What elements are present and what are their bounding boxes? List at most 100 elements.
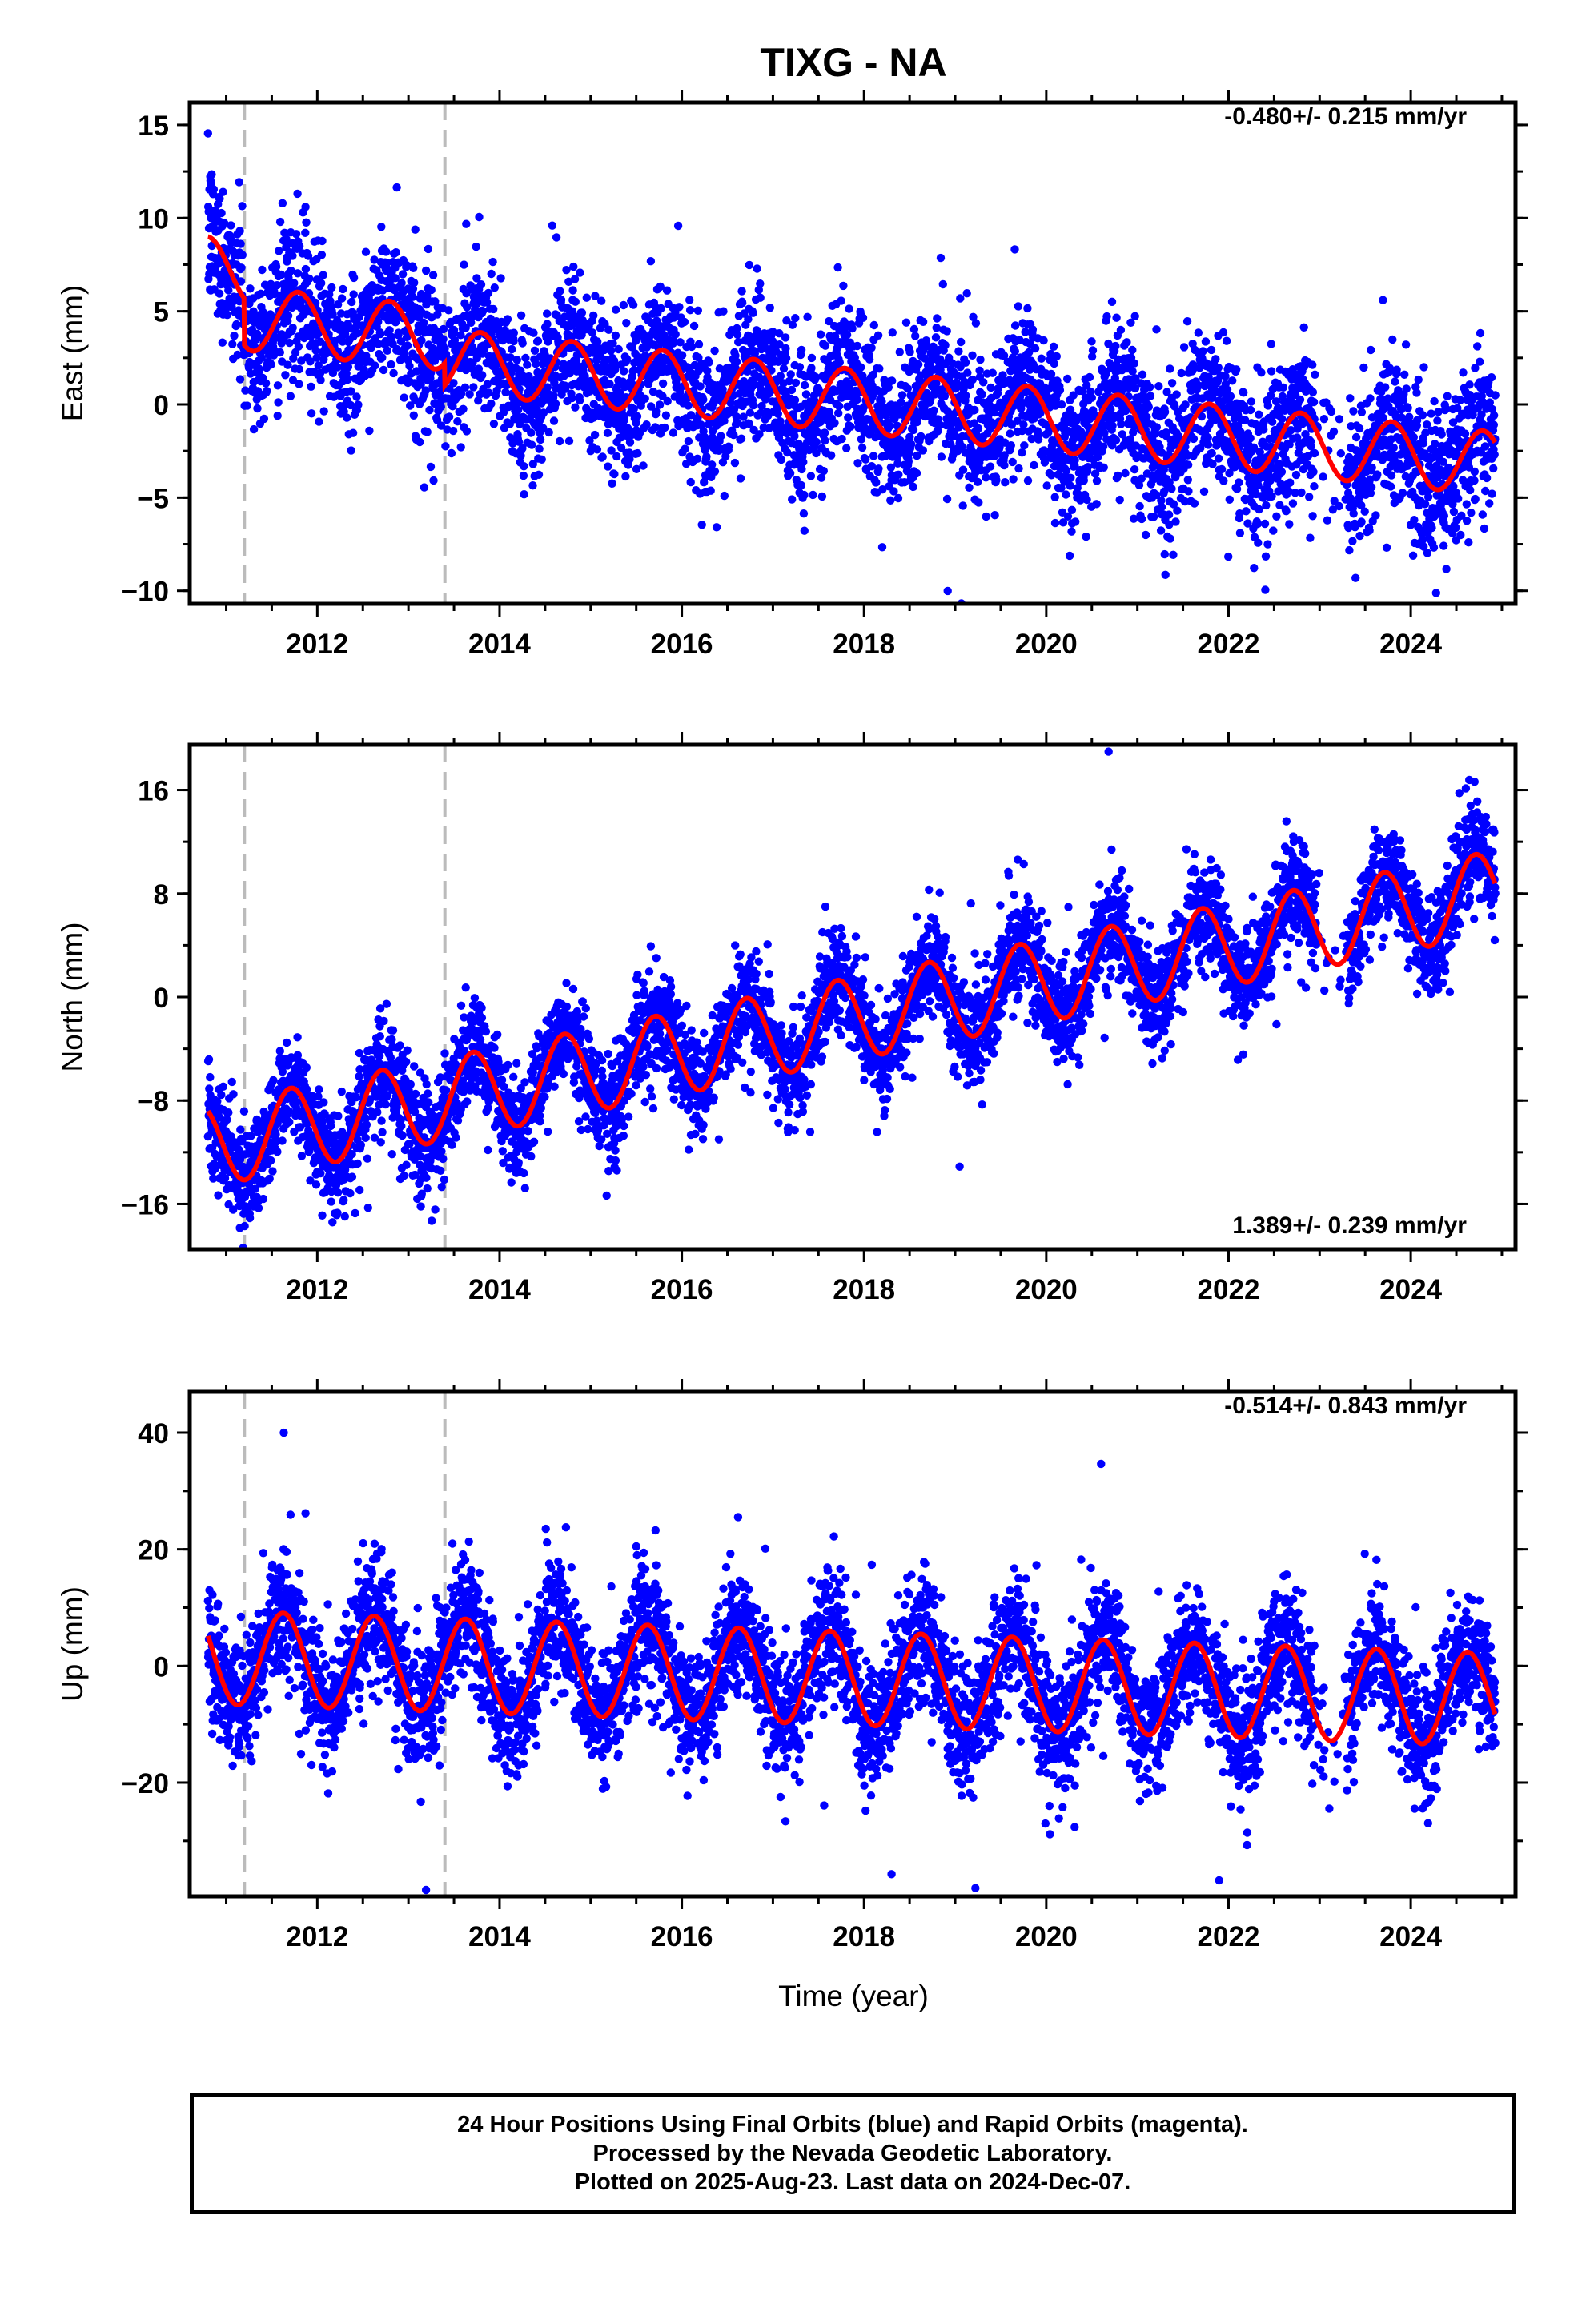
data-point bbox=[1310, 482, 1319, 491]
data-point bbox=[1267, 340, 1276, 348]
data-point bbox=[712, 523, 721, 532]
data-point bbox=[398, 270, 408, 279]
data-point bbox=[285, 338, 294, 348]
data-point bbox=[288, 376, 298, 384]
data-point bbox=[968, 351, 977, 360]
data-point bbox=[278, 199, 287, 207]
data-point bbox=[1050, 359, 1058, 368]
data-point bbox=[1306, 533, 1315, 542]
data-point bbox=[462, 427, 472, 436]
data-point bbox=[990, 511, 999, 520]
data-point bbox=[885, 421, 894, 431]
data-point bbox=[1207, 448, 1216, 458]
data-point bbox=[1269, 526, 1278, 535]
data-point bbox=[328, 368, 338, 377]
data-point bbox=[257, 353, 266, 362]
data-point bbox=[1419, 439, 1428, 448]
data-point bbox=[509, 336, 518, 346]
data-point bbox=[577, 308, 587, 317]
data-point bbox=[842, 330, 852, 340]
data-point bbox=[1402, 384, 1411, 393]
data-point bbox=[448, 402, 457, 411]
data-point bbox=[696, 382, 705, 391]
data-point bbox=[1070, 456, 1079, 464]
data-point bbox=[1267, 492, 1276, 501]
data-point bbox=[518, 339, 527, 348]
data-point bbox=[1351, 573, 1360, 582]
data-point bbox=[496, 274, 505, 283]
data-point bbox=[382, 339, 391, 348]
data-point bbox=[753, 264, 761, 273]
data-point bbox=[283, 312, 293, 320]
data-point bbox=[801, 390, 811, 399]
data-point bbox=[249, 424, 259, 434]
data-point bbox=[523, 360, 532, 369]
data-point bbox=[888, 328, 897, 337]
data-point bbox=[223, 311, 231, 320]
data-point bbox=[611, 331, 620, 340]
data-point bbox=[807, 364, 816, 372]
data-point bbox=[277, 270, 286, 279]
data-point bbox=[1122, 338, 1131, 347]
data-point bbox=[911, 332, 920, 340]
data-point bbox=[873, 331, 883, 340]
data-point bbox=[520, 462, 528, 471]
data-point bbox=[1160, 549, 1170, 559]
data-point bbox=[1130, 465, 1139, 474]
data-point bbox=[1066, 481, 1074, 490]
data-point bbox=[1419, 363, 1428, 372]
data-point bbox=[487, 399, 496, 408]
data-point bbox=[319, 271, 327, 279]
data-point bbox=[1010, 347, 1020, 356]
data-point bbox=[1403, 404, 1412, 412]
data-point bbox=[530, 346, 540, 355]
data-point bbox=[1144, 403, 1154, 412]
data-point bbox=[508, 344, 516, 354]
data-point bbox=[710, 467, 720, 476]
data-point bbox=[1088, 346, 1098, 355]
data-point bbox=[1357, 408, 1367, 416]
data-point bbox=[1009, 475, 1018, 484]
data-point bbox=[1115, 495, 1124, 505]
data-point bbox=[383, 346, 391, 355]
data-point bbox=[460, 260, 468, 269]
data-point bbox=[343, 375, 352, 384]
data-point bbox=[1412, 388, 1421, 397]
data-point bbox=[582, 293, 591, 302]
data-point bbox=[1130, 312, 1139, 320]
data-point bbox=[684, 401, 693, 410]
data-point bbox=[639, 461, 648, 470]
data-point bbox=[785, 468, 795, 478]
data-point bbox=[730, 458, 740, 468]
data-point bbox=[806, 472, 816, 480]
data-point bbox=[1410, 516, 1419, 525]
data-point bbox=[235, 227, 244, 235]
data-point bbox=[1114, 471, 1122, 480]
data-point bbox=[1018, 448, 1026, 457]
data-point bbox=[788, 495, 797, 504]
data-point bbox=[661, 423, 669, 432]
data-point bbox=[449, 325, 459, 335]
data-point bbox=[732, 357, 741, 366]
data-point bbox=[869, 452, 878, 460]
data-point bbox=[1414, 375, 1423, 384]
data-point bbox=[677, 351, 687, 360]
data-point bbox=[1219, 476, 1228, 485]
data-point bbox=[776, 372, 785, 380]
data-point bbox=[1405, 412, 1414, 421]
data-point bbox=[941, 340, 950, 350]
data-point bbox=[315, 417, 323, 426]
data-point bbox=[472, 242, 480, 251]
data-point bbox=[820, 428, 829, 437]
data-point bbox=[490, 283, 499, 292]
data-point bbox=[737, 287, 746, 296]
data-point bbox=[282, 235, 291, 243]
data-point bbox=[961, 358, 970, 367]
data-point bbox=[1235, 529, 1245, 537]
data-point bbox=[719, 307, 728, 316]
data-point bbox=[233, 350, 242, 360]
data-point bbox=[475, 212, 484, 222]
data-point bbox=[1297, 488, 1306, 497]
data-point bbox=[556, 287, 564, 296]
data-point bbox=[317, 279, 326, 287]
